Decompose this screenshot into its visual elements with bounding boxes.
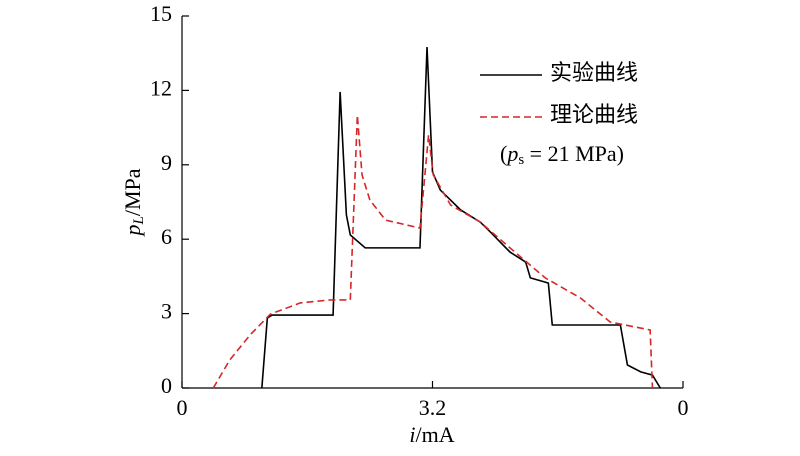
y-tick-label: 3 [161,299,172,324]
x-tick-label: 0 [678,395,689,420]
note-subscript: s [518,152,524,168]
x-tick-label: 3.2 [419,395,447,420]
note-text: = 21 MPa) [524,141,624,166]
y-tick-label: 15 [150,1,172,26]
y-label-subscript: L [131,216,147,225]
legend-note: (ps = 21 MPa) [500,141,624,168]
y-label-unit: /MPa [120,168,145,216]
y-axis-label: pL/MPa [120,168,147,237]
x-tick-label: 0 [177,395,188,420]
y-tick-label: 0 [161,373,172,398]
series-line [261,46,661,389]
legend-label: 理论曲线 [550,102,638,127]
legend-label: 实验曲线 [550,60,638,85]
x-label-unit: /mA [416,422,455,447]
y-label-symbol: p [120,225,145,238]
y-tick-label: 9 [161,150,172,175]
x-axis-label: i/mA [409,422,454,447]
note-open: ( [500,141,507,166]
x-label-symbol: i [409,422,415,447]
y-tick-label: 6 [161,224,172,249]
note-symbol: p [505,141,518,166]
y-tick-label: 12 [150,75,172,100]
series-line [212,115,654,389]
